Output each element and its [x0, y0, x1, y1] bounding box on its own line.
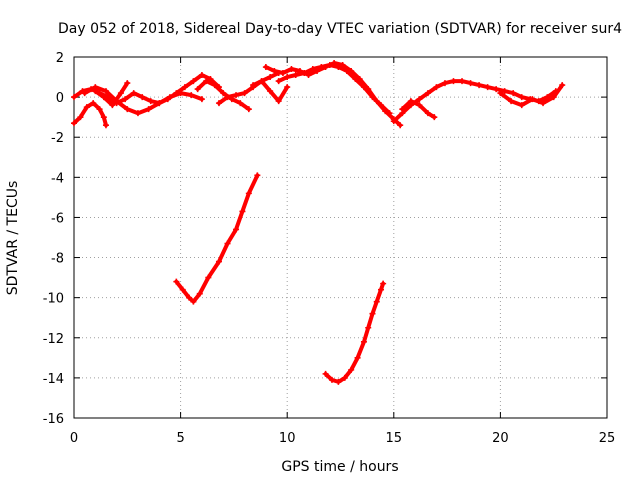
series-line — [72, 101, 108, 128]
series-arc-1 — [71, 100, 109, 129]
series-arc-6 — [215, 70, 282, 107]
series-line — [391, 79, 558, 124]
series-line — [263, 61, 403, 128]
series-arc-14 — [322, 280, 387, 385]
x-tick-label: 20 — [492, 431, 509, 446]
x-tick-label: 25 — [599, 431, 616, 446]
series-arc-9 — [250, 78, 291, 105]
series-line — [82, 85, 204, 116]
series-line — [400, 99, 437, 120]
series-arc-13 — [173, 172, 261, 305]
y-tick-label: 2 — [56, 51, 64, 66]
series-line — [93, 81, 130, 108]
series-line — [323, 281, 386, 384]
series-arc-12 — [497, 82, 566, 109]
y-tick-label: -14 — [43, 372, 64, 387]
grid-lines — [74, 57, 607, 418]
y-tick-label: -16 — [43, 412, 64, 427]
y-tick-label: 0 — [56, 91, 64, 106]
y-tick-label: -2 — [51, 131, 64, 146]
series-arc-8 — [275, 62, 393, 117]
y-tick-label: -4 — [51, 171, 64, 186]
x-tick-label: 15 — [386, 431, 403, 446]
y-tick-label: -6 — [51, 211, 64, 226]
series-arc-3 — [81, 84, 205, 117]
series-arc-4 — [92, 80, 131, 109]
series-line — [174, 173, 260, 304]
y-axis-title: SDTVAR / TECUs — [5, 181, 21, 296]
x-tick-label: 10 — [279, 431, 296, 446]
x-tick-label: 0 — [70, 431, 78, 446]
y-tick-label: -8 — [51, 252, 64, 267]
y-tick-label: -12 — [43, 332, 64, 347]
series-line — [276, 63, 392, 116]
series-line — [251, 79, 290, 104]
plot-frame — [73, 56, 608, 419]
series-arc-5 — [194, 78, 252, 113]
x-axis-title: GPS time / hours — [281, 459, 398, 475]
series-line — [217, 71, 281, 106]
data-series — [71, 60, 566, 385]
series-line — [195, 79, 251, 112]
y-tick-label: -10 — [43, 292, 64, 307]
series-arc-11 — [399, 98, 438, 121]
x-tick-label: 5 — [176, 431, 184, 446]
series-line — [498, 83, 565, 108]
chart-title: Day 052 of 2018, Sidereal Day-to-day VTE… — [58, 21, 622, 37]
